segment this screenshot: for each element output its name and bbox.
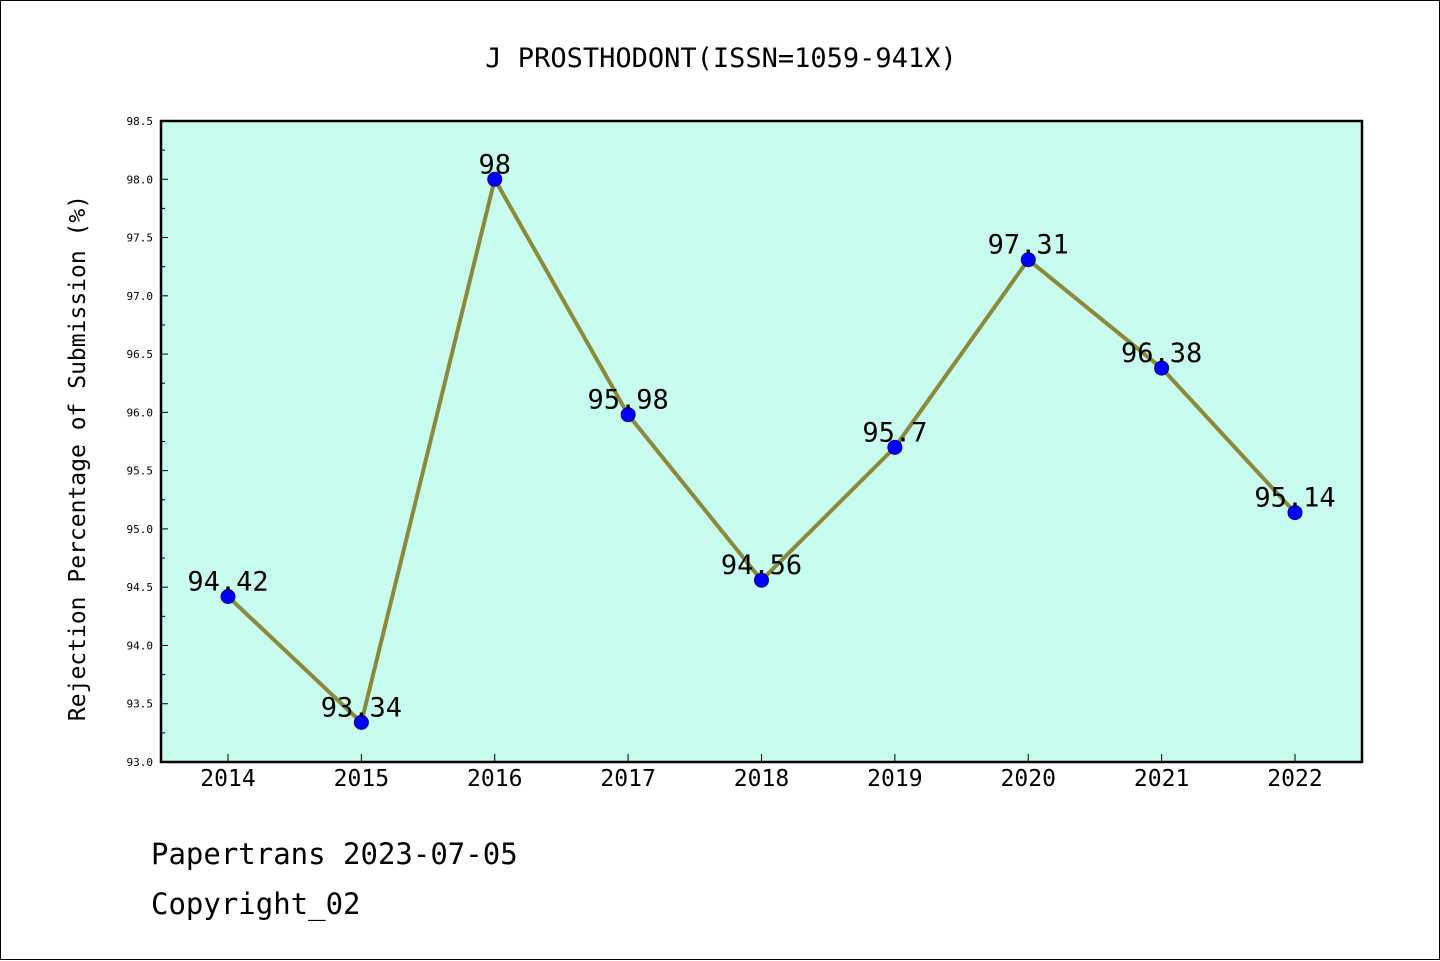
- x-axis: 2014 2015 2016 2017 2018 2019 2020 2021 2022: [200, 754, 1323, 792]
- data-point: [1287, 505, 1303, 521]
- data-label: 96.38: [1121, 338, 1202, 369]
- data-label: 93.34: [321, 692, 402, 723]
- series-layer: [220, 171, 1303, 730]
- y-tick-label: 97.5: [127, 232, 154, 245]
- footer-date: Papertrans 2023-07-05: [151, 837, 518, 871]
- data-label: 94.56: [721, 550, 802, 581]
- data-labels: 94.42 93.34 98 95.98 94.56 95.7 97.31 96.38 95.1…: [187, 149, 1335, 723]
- y-axis-label: Rejection Percentage of Submission (%): [65, 195, 91, 721]
- x-tick-label: 2022: [1267, 766, 1322, 792]
- data-point: [887, 439, 903, 455]
- chart-title: J PROSTHODONT(ISSN=1059-941X): [485, 43, 956, 74]
- data-label: 94.42: [187, 567, 268, 598]
- data-label: 95.7: [862, 417, 927, 448]
- y-tick-label: 97.0: [127, 290, 154, 303]
- data-point: [353, 714, 369, 730]
- x-tick-label: 2015: [334, 766, 389, 792]
- x-tick-label: 2019: [867, 766, 922, 792]
- y-tick-label: 95.5: [127, 465, 154, 478]
- data-label: 97.31: [988, 230, 1069, 261]
- data-point: [1154, 360, 1170, 376]
- data-point: [1020, 252, 1036, 268]
- data-point: [620, 407, 636, 423]
- y-tick-label: 96.5: [127, 348, 154, 361]
- data-label: 95.98: [587, 385, 668, 416]
- y-tick-label: 93.0: [127, 756, 154, 769]
- x-tick-label: 2016: [467, 766, 522, 792]
- y-tick-label: 96.0: [127, 406, 154, 419]
- data-point: [487, 171, 503, 187]
- y-tick-label: 93.5: [127, 698, 154, 711]
- x-tick-label: 2017: [600, 766, 655, 792]
- x-tick-label: 2020: [1001, 766, 1056, 792]
- x-tick-label: 2014: [200, 766, 255, 792]
- y-tick-label: 95.0: [127, 523, 154, 536]
- y-axis: 93.0 93.5 94.0 94.5 95.0 95.5 96.0 96.5 97.0 97.5…: [127, 115, 168, 769]
- y-tick-label: 98.0: [127, 173, 154, 186]
- footer-copyright: Copyright_02: [151, 887, 361, 921]
- data-label: 98: [478, 149, 511, 180]
- x-tick-label: 2021: [1134, 766, 1189, 792]
- x-tick-label: 2018: [734, 766, 789, 792]
- data-point: [220, 589, 236, 605]
- y-tick-label: 94.5: [127, 581, 154, 594]
- plot-area: [159, 119, 1364, 764]
- y-tick-label: 98.5: [127, 115, 154, 128]
- data-label: 95.14: [1254, 483, 1335, 514]
- y-tick-label: 94.0: [127, 639, 154, 652]
- data-point: [754, 572, 769, 588]
